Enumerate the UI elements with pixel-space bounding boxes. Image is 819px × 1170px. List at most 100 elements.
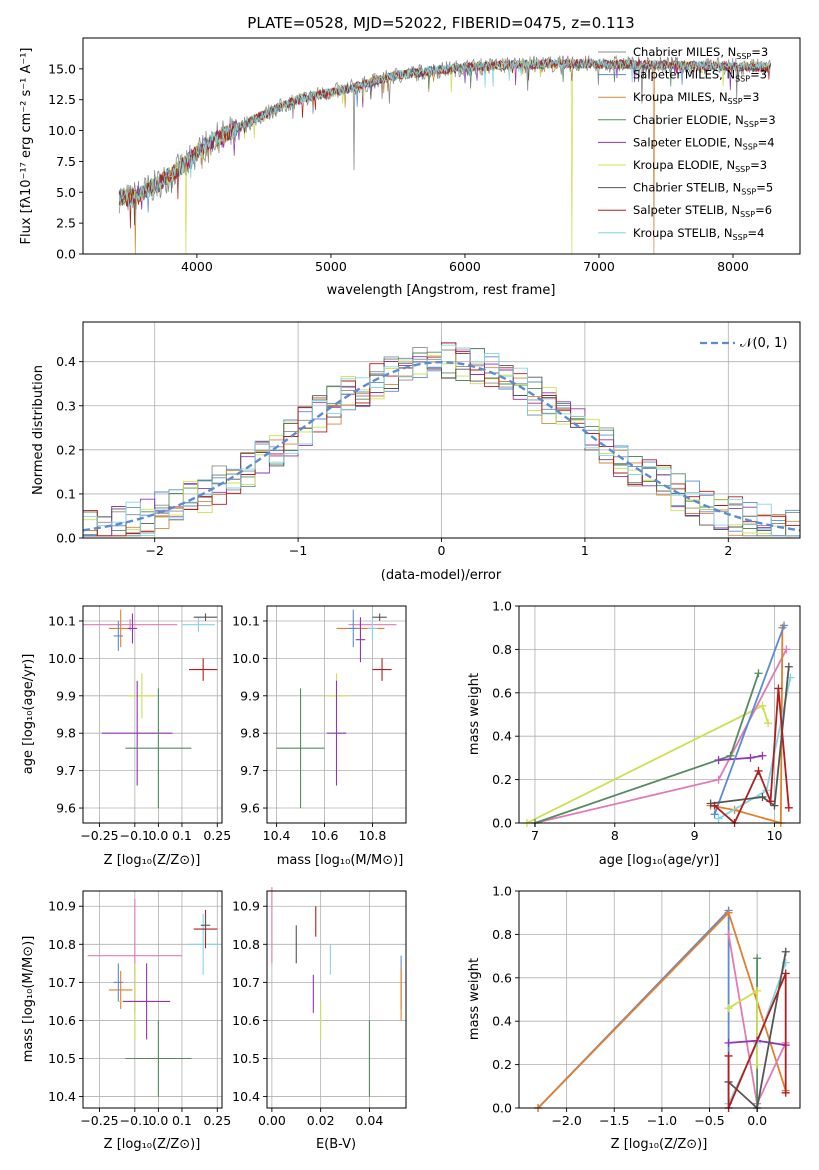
tick-label-y: 10.5 — [232, 1051, 260, 1066]
tick-label-y: 10.8 — [48, 937, 76, 952]
weight-marker — [766, 797, 775, 806]
tick-label-y: 10.4 — [48, 1089, 76, 1104]
weight-marker — [724, 1051, 733, 1060]
tick-label-x: 5000 — [315, 259, 347, 274]
tick-label-x: 7000 — [583, 259, 615, 274]
tick-label-x: −2 — [145, 543, 163, 558]
weight-marker — [714, 756, 723, 765]
tick-label-x: −1 — [289, 543, 307, 558]
tick-label-y: 9.8 — [56, 726, 76, 741]
weight-marker — [782, 645, 791, 654]
tick-label-x: 0.0 — [148, 828, 168, 843]
weight-marker — [781, 1088, 790, 1097]
figure-title: PLATE=0528, MJD=52022, FIBERID=0475, z=0… — [247, 14, 634, 32]
weight-marker — [724, 1004, 733, 1013]
tick-label-y: 9.9 — [240, 688, 260, 703]
tick-label-y: 0.4 — [56, 354, 76, 369]
tick-label-y: 10.5 — [48, 1051, 76, 1066]
tick-label-x: −1.5 — [599, 1113, 629, 1128]
weight-marker — [714, 775, 723, 784]
tick-label-y: 0.2 — [492, 1057, 512, 1072]
tick-label-y: 0.0 — [56, 247, 76, 262]
tick-label-x: 7 — [531, 828, 539, 843]
weight-marker — [774, 684, 783, 693]
axes-frame-mass-vs-z — [82, 890, 223, 1109]
spectrum-line — [118, 58, 771, 229]
weight-line — [713, 625, 785, 815]
weight-marker — [758, 701, 767, 710]
tick-label-x: −2.0 — [551, 1113, 581, 1128]
legend-label: Chabrier STELIB, NSSP=5 — [633, 181, 773, 197]
weight-marker — [746, 753, 755, 762]
weight-marker — [758, 751, 767, 760]
tick-label-x: 0.1 — [172, 1113, 192, 1128]
axes-frame-mass-vs-ebv — [266, 890, 407, 1109]
tick-label-x: 6000 — [449, 259, 481, 274]
tick-label-x: 0.0 — [148, 1113, 168, 1128]
weight-marker — [710, 810, 719, 819]
tick-label-y: 0.6 — [492, 685, 512, 700]
tick-label-y: 10.9 — [48, 899, 76, 914]
legend-label-normal: 𝒩(0, 1) — [740, 336, 787, 351]
normal-curve — [82, 360, 801, 532]
weight-marker — [784, 803, 793, 812]
tick-label-y: 2.5 — [56, 216, 76, 231]
tick-label-y: 10.1 — [48, 613, 76, 628]
weight-marker — [758, 792, 767, 801]
tick-label-y: 1.0 — [492, 599, 512, 614]
tick-label-y: 7.5 — [56, 154, 76, 169]
tick-label-x: 10.4 — [263, 828, 291, 843]
spectrum-line — [118, 58, 771, 208]
axes-frame-weight-vs-z — [518, 890, 801, 1109]
axes-frame-age-vs-mass — [266, 605, 407, 824]
tick-label-x: 0.1 — [172, 828, 192, 843]
legend-label: Salpeter ELODIE, NSSP=4 — [633, 135, 775, 151]
ylabel-spectrum: Flux [fλ10⁻¹⁷ erg cm⁻² s⁻¹ A⁻¹] — [19, 48, 34, 245]
tick-label-y: 9.6 — [240, 801, 260, 816]
weight-marker — [753, 986, 762, 995]
panel-weight-vs-z: −2.0 −1.5 −1.0 −0.5 0.0 0.0 0.2 0.4 0.6 0.8 1.0 Z … — [467, 884, 801, 1152]
axes-frame-age-vs-z — [82, 605, 223, 824]
tick-label-y: 9.6 — [56, 801, 76, 816]
weight-marker — [724, 908, 733, 917]
tick-label-y: 10.7 — [232, 975, 260, 990]
tick-label-y: 10.4 — [232, 1089, 260, 1104]
legend-label: Chabrier MILES, NSSP=3 — [633, 45, 768, 61]
tick-label-y: 10.1 — [232, 613, 260, 628]
tick-label-y: 15.0 — [48, 61, 76, 76]
panel-residuals: −2 −1 0 1 2 0.0 0.1 0.2 0.3 0.4 (data-model)/erro… — [31, 321, 801, 583]
xlabel-age-vs-z: Z [log₁₀(Z/Z⊙)] — [104, 853, 201, 868]
tick-label-x: 8 — [611, 828, 619, 843]
tick-label-y: 12.5 — [48, 92, 76, 107]
legend-label: Chabrier ELODIE, NSSP=3 — [633, 113, 776, 129]
xlabel-mass-vs-ebv: E(B-V) — [316, 1137, 356, 1152]
panel-spectrum: 4000 5000 6000 7000 8000 0.0 2.5 5.0 7.5 10.0 12.5… — [19, 37, 801, 298]
tick-label-y: 10.0 — [48, 123, 76, 138]
weight-marker — [780, 621, 789, 630]
axes-frame-spectrum — [82, 37, 801, 255]
weight-marker — [724, 930, 733, 939]
weight-marker — [710, 801, 719, 810]
tick-label-y: 10.6 — [232, 1013, 260, 1028]
weight-line — [727, 973, 787, 1109]
xlabel-spectrum: wavelength [Angstrom, rest frame] — [327, 283, 556, 298]
tick-label-y: 0.4 — [492, 729, 512, 744]
tick-label-y: 0.2 — [56, 442, 76, 457]
tick-label-y: 5.0 — [56, 185, 76, 200]
weight-marker — [724, 1038, 733, 1047]
tick-label-y: 9.7 — [56, 763, 76, 778]
tick-label-y: 1.0 — [492, 884, 512, 899]
weight-marker — [753, 1060, 762, 1069]
tick-label-x: 10 — [767, 828, 783, 843]
tick-label-x: 2 — [724, 543, 732, 558]
tick-label-y: 0.6 — [492, 970, 512, 985]
histogram-step — [83, 344, 800, 537]
tick-label-y: 0.0 — [492, 1101, 512, 1116]
legend-label: Salpeter MILES, NSSP=3 — [633, 68, 767, 84]
xlabel-residuals: (data-model)/error — [381, 568, 502, 583]
panel-age-vs-z: −0.25 −0.10.0 0.1 0.259.69.79.89.910.010.1 … — [21, 605, 231, 868]
tick-label-y: 0.4 — [492, 1014, 512, 1029]
tick-label-x: 9 — [691, 828, 699, 843]
weight-marker — [764, 719, 773, 728]
tick-label-y: 9.7 — [240, 763, 260, 778]
